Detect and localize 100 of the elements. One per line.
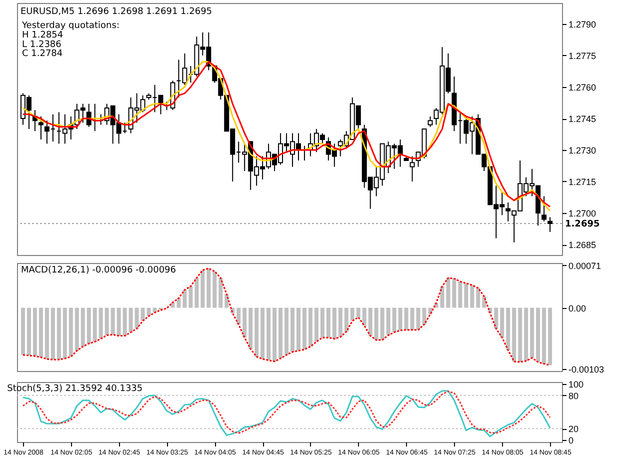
bar xyxy=(404,308,408,330)
bar xyxy=(548,308,552,366)
bar xyxy=(518,308,522,362)
bar xyxy=(110,308,115,335)
bar xyxy=(320,308,324,338)
bar xyxy=(506,308,510,350)
bar xyxy=(44,308,49,360)
bar xyxy=(278,308,283,358)
bar xyxy=(386,308,390,336)
bar xyxy=(332,308,336,339)
candlestick xyxy=(542,196,547,222)
bar xyxy=(284,308,289,355)
candlestick xyxy=(548,216,553,232)
candlestick xyxy=(410,156,415,182)
bar xyxy=(188,286,193,308)
annotation: H 1.2854 xyxy=(22,30,64,40)
candlestick xyxy=(38,116,44,140)
bar xyxy=(134,308,139,329)
y-tick-label: 20 xyxy=(568,424,579,434)
bar xyxy=(368,308,372,336)
bar xyxy=(266,308,271,360)
bar xyxy=(92,308,97,342)
y-tick-label: 100 xyxy=(568,380,584,390)
bar xyxy=(56,308,61,360)
bar xyxy=(200,270,205,308)
bar xyxy=(326,308,330,338)
bar xyxy=(236,308,241,324)
bar xyxy=(536,308,540,362)
chart-title: MACD(12,26,1) -0.00096 -0.00096 xyxy=(21,265,176,276)
bar xyxy=(80,308,85,347)
bar xyxy=(254,308,259,357)
bar xyxy=(494,308,498,329)
bar xyxy=(530,308,534,358)
bar xyxy=(74,308,79,351)
bar xyxy=(20,308,25,355)
y-tick-label: 1.2760 xyxy=(568,82,596,92)
y-tick-label: 1.2790 xyxy=(568,20,596,30)
bar xyxy=(398,308,402,330)
bar xyxy=(128,308,133,332)
annotation: Yesterday quotations: xyxy=(21,21,120,31)
y-tick-label: 1.2730 xyxy=(568,146,596,156)
y-tick-label: 1.2775 xyxy=(568,51,596,61)
candlestick xyxy=(86,103,92,128)
bar xyxy=(440,286,444,308)
bar xyxy=(62,308,67,358)
bar xyxy=(26,308,31,356)
y-tick-label: 1.2685 xyxy=(568,240,596,250)
bar xyxy=(116,308,121,336)
y-tick-label: 1.2715 xyxy=(568,177,596,187)
chart-title: EURUSD,M5 1.2696 1.2698 1.2691 1.2695 xyxy=(20,7,212,17)
bar xyxy=(542,308,546,364)
bar xyxy=(470,285,474,308)
bar xyxy=(260,308,265,360)
bar xyxy=(392,308,396,332)
bar xyxy=(524,308,528,361)
bar xyxy=(296,308,300,351)
bar xyxy=(290,308,294,352)
bar xyxy=(32,308,37,356)
y-tick-label: -0.00103 xyxy=(568,364,604,375)
bar xyxy=(314,308,318,342)
y-tick-label: 0 xyxy=(568,435,574,446)
bar xyxy=(104,308,109,336)
bar xyxy=(464,283,468,308)
bar xyxy=(482,296,486,308)
bar xyxy=(86,308,91,344)
bar xyxy=(410,308,414,330)
y-tick-label: 1.2745 xyxy=(568,114,596,124)
bar xyxy=(248,308,253,349)
bar xyxy=(356,308,360,318)
bar xyxy=(38,308,43,358)
y-tick-label: 1.2700 xyxy=(568,208,596,218)
bar xyxy=(140,308,145,321)
bar xyxy=(374,308,378,340)
bar xyxy=(350,308,354,321)
bar xyxy=(452,278,456,308)
bar xyxy=(308,308,312,347)
bar xyxy=(98,308,103,339)
bar xyxy=(206,268,211,308)
bar xyxy=(302,308,306,350)
bar xyxy=(476,288,480,308)
bar xyxy=(242,308,247,338)
bar xyxy=(272,308,277,362)
bar xyxy=(500,308,504,338)
bar xyxy=(362,308,366,326)
line-series xyxy=(22,268,551,366)
annotation: L 1.2386 xyxy=(22,40,62,50)
candlestick xyxy=(428,116,433,128)
bar xyxy=(50,308,55,360)
bar xyxy=(344,308,348,332)
y-tick-label: 0.00071 xyxy=(568,260,602,271)
ref-line-label: 1.2695 xyxy=(565,220,600,230)
bar xyxy=(122,308,127,336)
bar xyxy=(512,308,516,362)
y-tick-label: 0.00 xyxy=(568,303,586,314)
y-tick-label: 80 xyxy=(568,390,579,401)
bar xyxy=(446,278,450,308)
bar xyxy=(194,278,199,308)
chart-title: Stoch(5,3,3) 21.3592 40.1335 xyxy=(7,384,143,394)
bar xyxy=(380,308,384,340)
bar xyxy=(218,278,223,308)
